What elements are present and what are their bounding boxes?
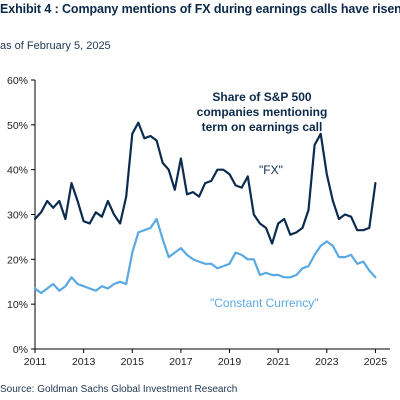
chart-axes: 0% 10% 20% 30% 40% 50% 60% 2011 2013 2015 2017 2019…: [7, 75, 390, 368]
series-layer: [33, 121, 377, 295]
x-tick-label: 2023: [315, 356, 339, 368]
source-note: Source: Goldman Sachs Global Investment …: [0, 384, 238, 395]
series-label-fx: "FX": [259, 163, 283, 177]
y-tick-label: 40%: [7, 165, 28, 177]
x-tick-label: 2011: [24, 356, 47, 368]
y-tick-label: 0%: [13, 344, 28, 356]
constant-currency-series-line: [33, 217, 377, 295]
x-tick-label: 2013: [72, 356, 96, 368]
exhibit-title: Exhibit 4 : Company mentions of FX durin…: [0, 2, 400, 16]
chart-annotation-line-1: Share of S&P 500: [212, 90, 311, 104]
chart-annotation-line-2: companies mentioning: [197, 105, 328, 119]
y-tick-label: 30%: [7, 210, 28, 222]
x-tick-label: 2025: [364, 356, 388, 368]
y-tick-label: 60%: [7, 75, 28, 87]
x-tick-label: 2015: [121, 356, 145, 368]
y-tick-label: 20%: [7, 254, 28, 266]
y-tick-label: 50%: [7, 120, 28, 132]
x-tick-label: 2019: [218, 356, 242, 368]
series-label-constant-currency: "Constant Currency": [210, 296, 319, 310]
chart-annotation-line-3: term on earnings call: [202, 120, 323, 134]
y-tick-label: 10%: [7, 299, 28, 311]
labels-layer: Share of S&P 500 companies mentioning te…: [197, 90, 328, 310]
x-tick-label: 2021: [266, 356, 290, 368]
as-of-date: as of February 5, 2025: [0, 40, 111, 52]
x-tick-label: 2017: [169, 356, 193, 368]
fx-series-line: [33, 121, 377, 245]
